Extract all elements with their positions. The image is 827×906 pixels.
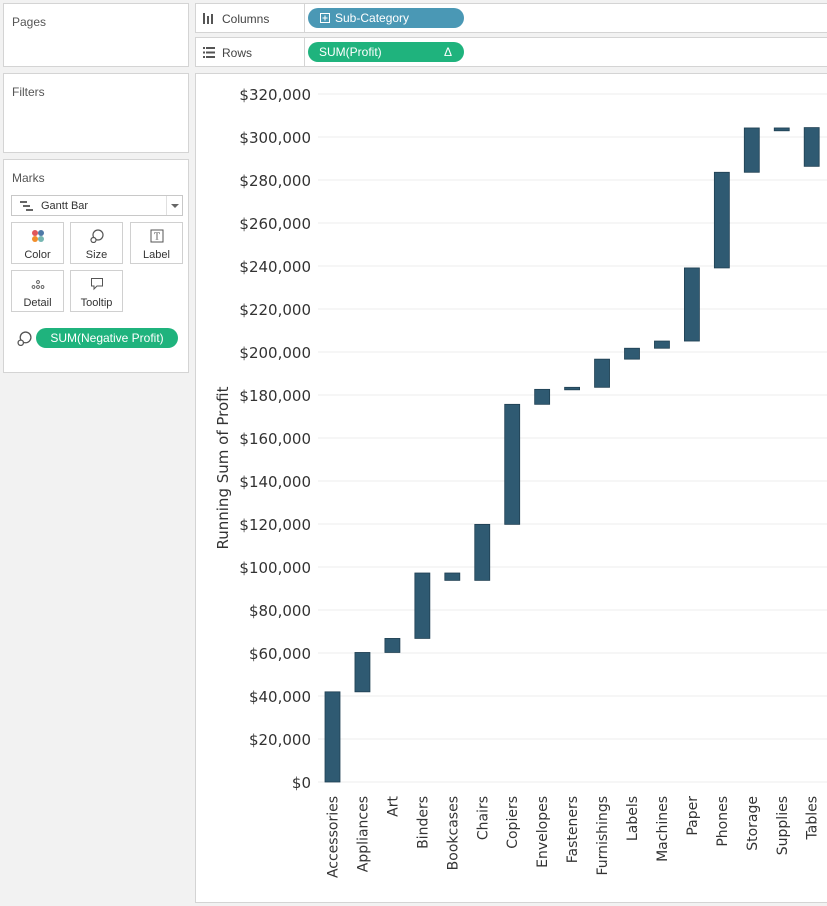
color-button[interactable]: Color: [11, 222, 64, 264]
category-label: Tables: [805, 796, 821, 841]
y-tick-label: $160,000: [239, 430, 311, 448]
category-label: Storage: [745, 796, 761, 851]
gantt-bar: [564, 386, 581, 391]
detail-button-label: Detail: [23, 297, 52, 309]
rows-pill-label: SUM(Profit): [319, 45, 382, 59]
category-label: Phones: [715, 796, 731, 847]
filters-card[interactable]: Filters: [3, 73, 189, 153]
y-tick-label: $200,000: [239, 344, 311, 362]
speech-bubble-icon: [91, 278, 103, 291]
y-tick-label: $20,000: [249, 731, 311, 749]
marks-title: Marks: [12, 171, 45, 185]
category-label: Copiers: [505, 796, 521, 849]
y-tick-label: $60,000: [249, 645, 311, 663]
mark-type-label: Gantt Bar: [41, 200, 89, 212]
gantt-bar: [534, 388, 551, 405]
gantt-bar: [474, 523, 491, 581]
tooltip-button[interactable]: Tooltip: [70, 270, 123, 312]
gantt-bar: [773, 127, 790, 132]
marks-card: Marks Gantt Bar Color Size T Label: [3, 159, 189, 373]
category-label: Supplies: [775, 796, 791, 855]
y-tick-label: $320,000: [239, 86, 311, 104]
columns-icon: [203, 13, 213, 24]
y-tick-label: $80,000: [249, 602, 311, 620]
columns-label: Columns: [222, 12, 270, 26]
size-circles-icon: [90, 229, 104, 243]
size-field-pill[interactable]: SUM(Negative Profit): [36, 328, 178, 348]
columns-pill-label: Sub-Category: [335, 11, 410, 25]
y-tick-label: $100,000: [239, 559, 311, 577]
size-circles-icon: [17, 331, 32, 346]
chart-view[interactable]: $0 $20,000 $40,000 $60,000 $80,000 $100,000 $1…: [195, 73, 827, 903]
filters-title: Filters: [12, 85, 45, 99]
gantt-bar: [654, 340, 670, 349]
size-field-label: SUM(Negative Profit): [50, 331, 164, 345]
gantt-bar: [713, 171, 730, 269]
category-label: Machines: [655, 796, 671, 862]
category-label: Appliances: [355, 796, 371, 872]
expand-plus-icon[interactable]: [320, 13, 330, 23]
shelf-divider: [304, 38, 305, 66]
y-tick-label: $280,000: [239, 172, 311, 190]
detail-button[interactable]: Detail: [11, 270, 64, 312]
category-label: Accessories: [326, 796, 342, 878]
svg-text:T: T: [154, 233, 160, 243]
gantt-bar: [384, 638, 401, 653]
size-button[interactable]: Size: [70, 222, 123, 264]
gantt-bar: [624, 347, 640, 360]
waterfall-chart: $0 $20,000 $40,000 $60,000 $80,000 $100,000 $1…: [214, 86, 827, 878]
y-tick-label: $240,000: [239, 258, 311, 276]
label-button[interactable]: T Label: [130, 222, 183, 264]
y-tick-label: $180,000: [239, 387, 311, 405]
y-tick-label: $300,000: [239, 129, 311, 147]
y-tick-label: $220,000: [239, 301, 311, 319]
y-tick-label: $0: [292, 774, 311, 792]
gantt-bar: [324, 691, 341, 783]
gantt-bar: [444, 572, 461, 581]
category-label: Furnishings: [595, 796, 611, 876]
columns-pill[interactable]: Sub-Category: [308, 8, 464, 28]
text-t-icon: T: [150, 229, 164, 243]
detail-dots-icon: [31, 280, 45, 289]
rows-icon: [203, 47, 215, 58]
color-button-label: Color: [24, 249, 51, 261]
gantt-bar: [803, 127, 820, 167]
gantt-bar: [594, 358, 610, 388]
color-dots-icon: [32, 230, 44, 242]
category-label: Binders: [415, 796, 431, 849]
mark-type-dropdown[interactable]: Gantt Bar: [11, 195, 183, 216]
size-button-label: Size: [85, 249, 108, 261]
gantt-bar: [354, 652, 371, 693]
chevron-down-icon[interactable]: [166, 196, 182, 215]
category-label: Labels: [625, 796, 641, 841]
category-label: Art: [385, 795, 401, 816]
y-tick-label: $260,000: [239, 215, 311, 233]
columns-shelf[interactable]: Columns Sub-Category: [195, 3, 827, 33]
rows-label: Rows: [222, 46, 253, 60]
category-label: Fasteners: [565, 796, 581, 863]
category-label: Paper: [685, 796, 701, 836]
category-label: Envelopes: [535, 796, 551, 868]
y-tick-label: $120,000: [239, 516, 311, 534]
tooltip-button-label: Tooltip: [80, 297, 113, 309]
category-label: Chairs: [475, 796, 491, 840]
shelf-divider: [304, 4, 305, 32]
pages-title: Pages: [12, 15, 47, 29]
table-calc-delta-icon: Δ: [443, 45, 452, 59]
pages-card[interactable]: Pages: [3, 3, 189, 67]
gantt-bar: [743, 127, 760, 173]
gantt-bar: [683, 267, 700, 342]
label-button-label: Label: [143, 249, 170, 261]
category-label: Bookcases: [445, 796, 461, 870]
y-axis-title: Running Sum of Profit: [214, 386, 232, 549]
rows-shelf[interactable]: Rows SUM(Profit) Δ: [195, 37, 827, 67]
y-tick-label: $40,000: [249, 688, 311, 706]
gantt-bar: [504, 403, 521, 525]
y-tick-label: $140,000: [239, 473, 311, 491]
rows-pill[interactable]: SUM(Profit) Δ: [308, 42, 464, 62]
gantt-bar-icon: [20, 201, 33, 211]
gantt-bar: [414, 572, 431, 639]
